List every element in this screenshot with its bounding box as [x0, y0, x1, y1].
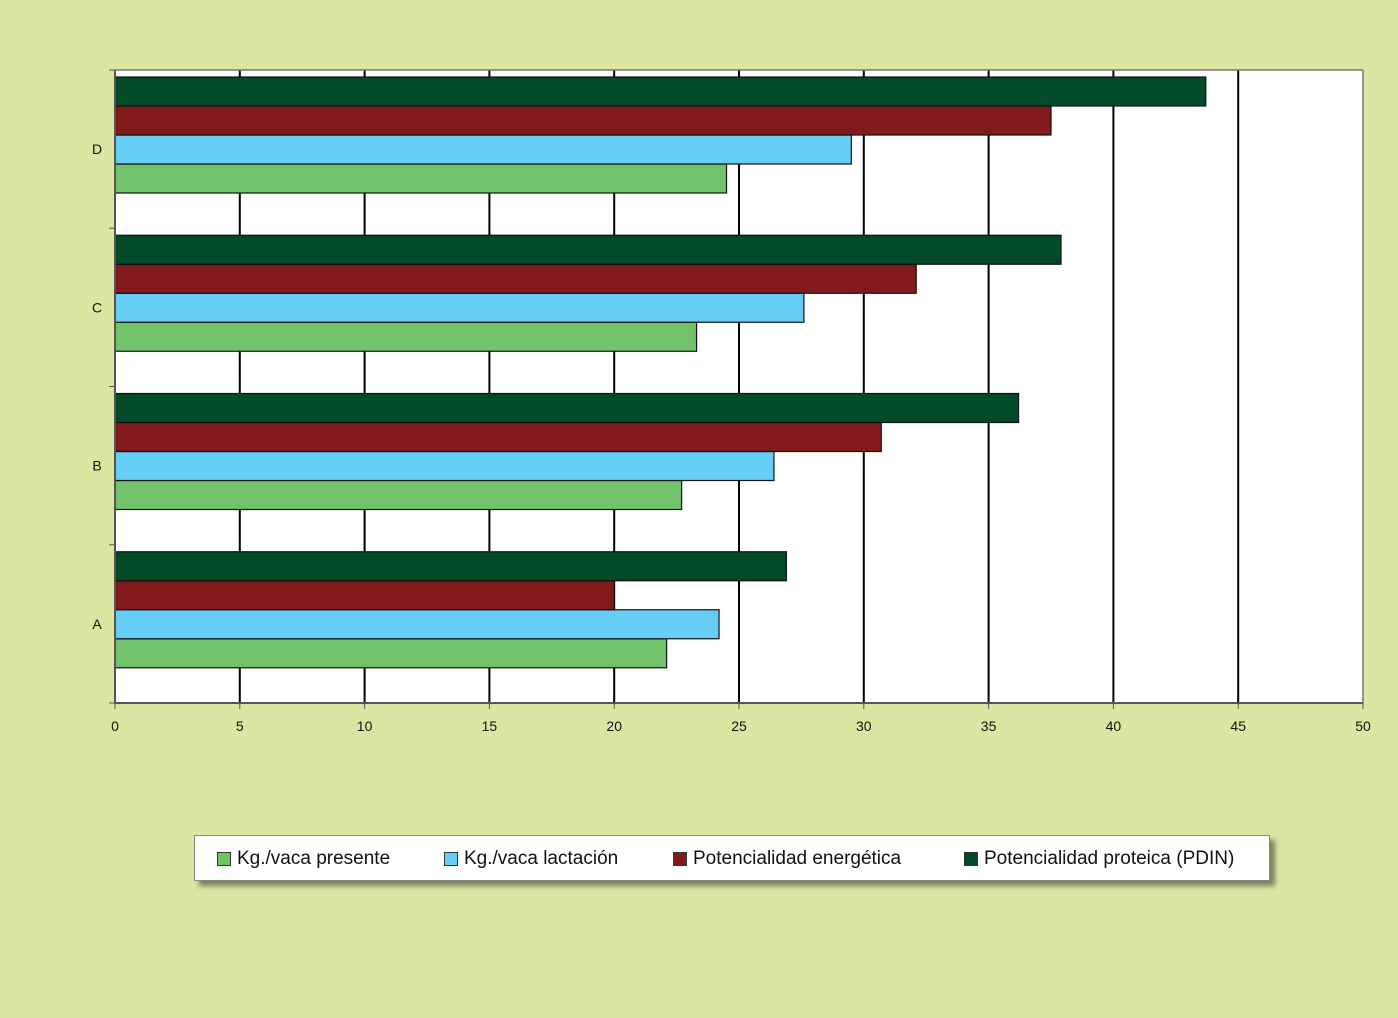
x-tick-label: 30	[856, 718, 872, 734]
legend-swatch-series-2	[444, 852, 458, 866]
bar-B-series-3	[114, 421, 882, 453]
bar-D-series-3	[114, 105, 1052, 136]
bar-C-series-4	[114, 234, 1062, 265]
legend-label-series-3: Potencialidad energética	[693, 848, 902, 869]
x-tick-label: 0	[111, 718, 119, 734]
y-tick-label-C: C	[92, 299, 102, 315]
legend-swatch-series-3	[673, 852, 687, 866]
bar-B-series-2	[114, 450, 775, 482]
legend-item-series-1: Kg./vaca presente	[217, 848, 390, 870]
bar-A-series-1	[114, 638, 668, 669]
bar-A-series-3	[114, 580, 615, 611]
y-tick-label-D: D	[92, 141, 102, 157]
bar-C-series-1	[114, 321, 698, 352]
bar-D-series-4	[114, 76, 1207, 107]
bar-A-series-2	[114, 609, 720, 640]
legend-label-series-1: Kg./vaca presente	[237, 848, 391, 869]
x-tick-label: 35	[981, 718, 997, 734]
legend-swatch-series-4	[964, 852, 978, 866]
legend-item-series-4: Potencialidad proteica (PDIN)	[964, 848, 1234, 870]
legend-label-series-2: Kg./vaca lactación	[464, 848, 619, 869]
legend: Kg./vaca presente Kg./vaca lactación Pot…	[194, 835, 1270, 881]
x-tick-label: 40	[1106, 718, 1122, 734]
legend-label-series-4: Potencialidad proteica (PDIN)	[984, 848, 1235, 869]
x-tick-label: 5	[236, 718, 244, 734]
bar-D-series-1	[114, 163, 728, 194]
axes	[109, 69, 1364, 709]
x-tick-label: 50	[1355, 718, 1371, 734]
bar-C-series-2	[114, 292, 805, 323]
x-tick-label: 20	[606, 718, 622, 734]
legend-swatch-series-1	[217, 852, 231, 866]
bar-B-series-4	[114, 392, 1020, 424]
bar-D-series-2	[114, 134, 852, 165]
legend-item-series-3: Potencialidad energética	[673, 848, 901, 870]
y-tick-label-A: A	[92, 616, 102, 632]
bar-B-series-1	[114, 479, 683, 511]
tick-labels: 0 5 10 15 20 25 30 35 40 45 50 A B C D	[92, 141, 1371, 734]
bars	[114, 76, 1207, 669]
bar-C-series-3	[114, 263, 917, 294]
bar-A-series-4	[114, 551, 788, 582]
x-tick-label: 15	[482, 718, 498, 734]
legend-item-series-2: Kg./vaca lactación	[444, 848, 618, 870]
x-tick-label: 25	[731, 718, 747, 734]
y-tick-label-B: B	[92, 458, 101, 474]
x-tick-label: 10	[357, 718, 373, 734]
x-tick-label: 45	[1230, 718, 1246, 734]
